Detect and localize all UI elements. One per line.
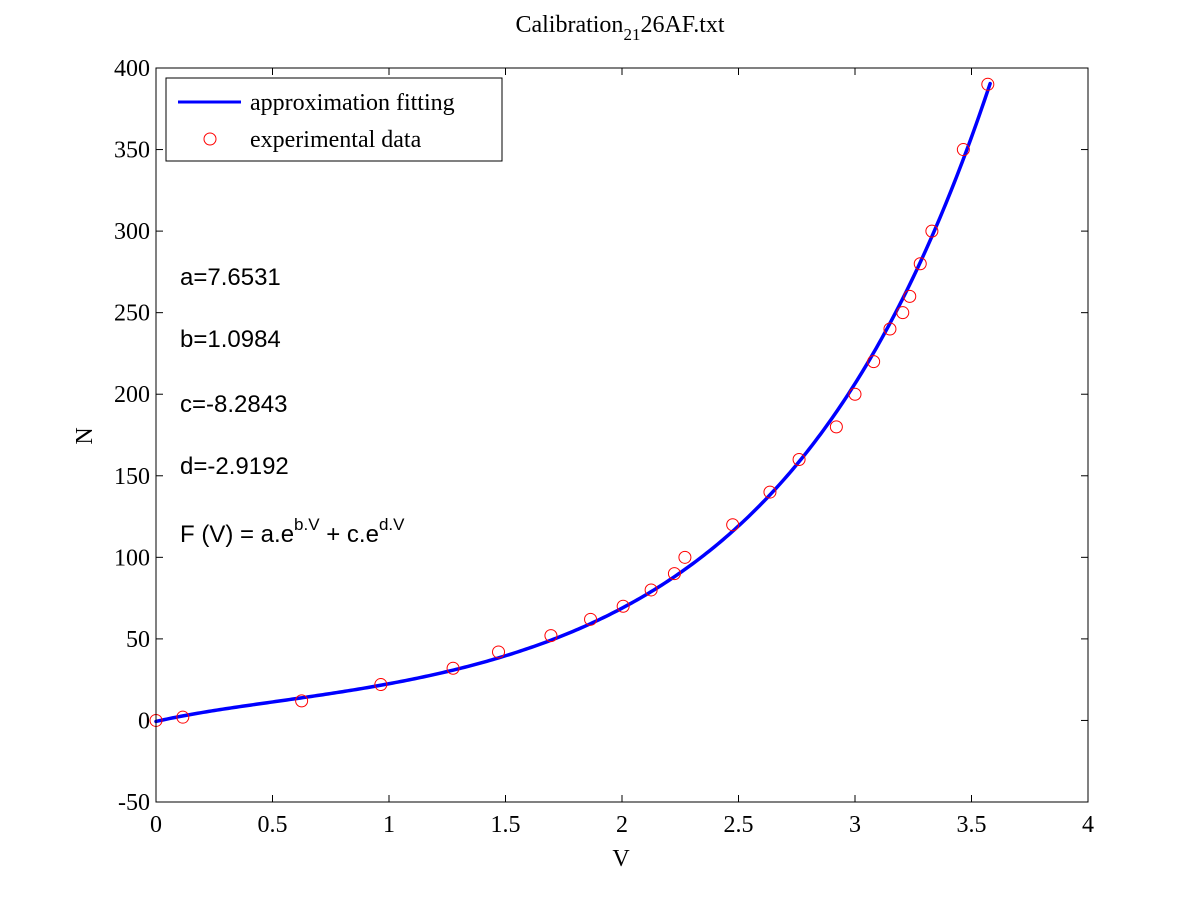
data-point xyxy=(492,645,506,659)
annotation-d: d=-2.9192 xyxy=(180,453,289,480)
data-point xyxy=(584,612,598,626)
y-tick-label: 50 xyxy=(126,627,150,653)
data-point xyxy=(374,678,388,692)
y-axis-label: N xyxy=(72,427,98,444)
data-point xyxy=(903,289,917,303)
x-tick-label: 2.5 xyxy=(724,812,754,838)
title-base: Calibration xyxy=(515,12,623,38)
legend: approximation fitting experimental data xyxy=(165,77,503,162)
data-point xyxy=(678,550,692,564)
data-point xyxy=(925,224,939,238)
title-subscript: 21 xyxy=(623,25,640,44)
x-tick-label: 4 xyxy=(1082,812,1094,838)
x-tick-label: 3 xyxy=(849,812,861,838)
annotation-formula: F (V) = a.eb.V + c.ed.V xyxy=(180,515,405,548)
data-point xyxy=(896,306,910,320)
data-point xyxy=(981,77,995,91)
data-point xyxy=(176,710,190,724)
data-point xyxy=(616,599,630,613)
legend-box xyxy=(165,77,503,162)
data-point xyxy=(913,257,927,271)
fit-parameters: a=7.6531 b=1.0984 c=-8.2843 d=-2.9192 F … xyxy=(180,264,405,548)
data-point xyxy=(829,420,843,434)
data-point xyxy=(644,583,658,597)
y-tick-label: 0 xyxy=(138,708,150,734)
x-tick-label: 0.5 xyxy=(258,812,288,838)
y-tick-label: 150 xyxy=(114,464,150,490)
y-tick-label: 350 xyxy=(114,138,150,164)
data-point xyxy=(848,387,862,401)
data-point xyxy=(667,567,681,581)
y-tick-label: 400 xyxy=(114,56,150,82)
data-point xyxy=(883,322,897,336)
axes-box xyxy=(155,67,1089,803)
y-tick-label: 100 xyxy=(114,545,150,571)
formula-lead: F (V) = a.e xyxy=(180,521,294,548)
data-point xyxy=(763,485,777,499)
y-tick-label: 250 xyxy=(114,301,150,327)
formula-mid: + c.e xyxy=(320,521,379,548)
legend-label-data: experimental data xyxy=(250,127,422,153)
data-point xyxy=(544,629,558,643)
annotation-b: b=1.0984 xyxy=(180,326,281,353)
x-axis-label: V xyxy=(612,846,630,872)
data-points-layer xyxy=(149,77,995,727)
chart-title: Calibration2126AF.txt xyxy=(515,12,724,44)
title-rest: 26AF.txt xyxy=(640,12,724,38)
y-tick-label: -50 xyxy=(118,790,150,816)
data-point xyxy=(867,355,881,369)
plot-area xyxy=(156,68,1088,802)
y-tick-label: 200 xyxy=(114,382,150,408)
x-tick-label: 0 xyxy=(150,812,162,838)
data-point xyxy=(792,452,806,466)
data-point xyxy=(446,661,460,675)
formula-exponent-1: b.V xyxy=(294,515,320,534)
legend-marker-swatch xyxy=(203,132,217,146)
x-tick-label: 2 xyxy=(616,812,628,838)
annotation-c: c=-8.2843 xyxy=(180,391,287,418)
formula-exponent-2: d.V xyxy=(379,515,405,534)
x-tick-label: 1 xyxy=(383,812,395,838)
y-tick-label: 300 xyxy=(114,219,150,245)
data-point xyxy=(726,518,740,532)
x-tick-label: 3.5 xyxy=(957,812,987,838)
legend-label-fit: approximation fitting xyxy=(250,90,455,116)
data-point xyxy=(295,694,309,708)
data-point xyxy=(956,143,970,157)
axis-tick-labels: 0 0.5 1 1.5 2 2.5 3 3.5 4-5005010015020025030035… xyxy=(114,56,1094,838)
x-tick-label: 1.5 xyxy=(491,812,521,838)
annotation-a: a=7.6531 xyxy=(180,264,281,291)
